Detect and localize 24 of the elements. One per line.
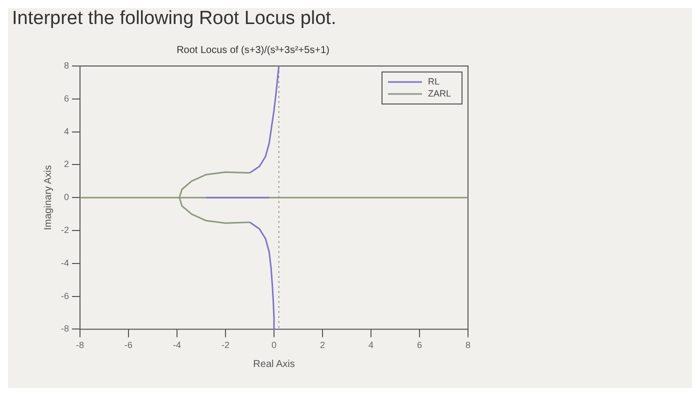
x-tick-label: 8: [465, 340, 471, 350]
legend-label: ZARL: [428, 88, 452, 98]
x-tick-label: 0: [271, 340, 277, 350]
text: Interpret the following Root Locus plot.: [11, 8, 338, 31]
x-tick-label: -4: [172, 340, 182, 350]
y-tick-label: 2: [64, 159, 69, 170]
x-tick-label: 2: [320, 340, 326, 350]
x-tick-label: 4: [368, 340, 374, 350]
y-tick-label: -2: [60, 224, 69, 235]
y-tick-label: 6: [64, 93, 69, 104]
y-tick-label: -8: [60, 324, 69, 334]
x-tick-label: 6: [416, 340, 422, 350]
chart-title: Root Locus of (s+3)/(s³+3s²+5s+1): [176, 44, 330, 56]
x-tick-label: -6: [124, 340, 133, 350]
x-axis-title: Real Axis: [253, 358, 295, 370]
y-tick-label: -4: [60, 258, 69, 268]
y-axis-title: Imaginary Axis: [42, 165, 54, 230]
x-tick-label: -8: [76, 340, 84, 350]
x-tick-label: -2: [221, 340, 230, 350]
y-tick-label: 8: [64, 60, 69, 70]
y-tick-label: 4: [64, 126, 69, 136]
y-tick-label: -6: [60, 290, 69, 301]
y-tick-label: 0: [64, 192, 69, 202]
legend-label: RL: [428, 76, 440, 86]
